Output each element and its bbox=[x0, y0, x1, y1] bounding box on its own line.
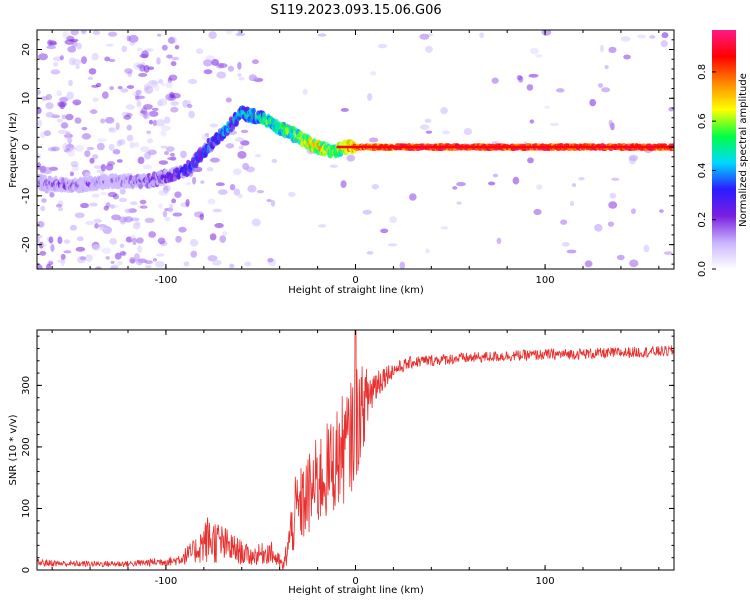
snr-y-label: SNR (10 * v/v) bbox=[8, 414, 19, 485]
figure-title: S119.2023.093.15.06.G06 bbox=[270, 3, 441, 18]
snr-y-tick-label: 0 bbox=[21, 567, 32, 573]
spectrogram-x-ticks: -100 0 100 bbox=[51, 30, 660, 286]
spectrogram-x-label: Height of straight line (km) bbox=[288, 285, 424, 296]
colorbar-tick-label: 0.8 bbox=[697, 64, 708, 80]
spectrogram-y-tick-label: 0 bbox=[21, 144, 32, 150]
spectrogram-y-tick-label: -20 bbox=[21, 236, 32, 252]
colorbar-tick-label: 0.2 bbox=[697, 212, 708, 228]
snr-y-tick-label: 300 bbox=[21, 376, 32, 395]
spectrogram-y-ticks: -20 -10 0 10 20 bbox=[21, 29, 674, 265]
colorbar-gradient bbox=[712, 30, 736, 269]
snr-series-line bbox=[37, 330, 674, 570]
spectrogram-y-tick-label: 10 bbox=[21, 92, 32, 105]
spectrogram-x-tick-label: 0 bbox=[352, 275, 358, 286]
spectrogram-heatmap bbox=[37, 30, 674, 269]
spectrogram-y-tick-label: -10 bbox=[21, 188, 32, 204]
colorbar-ticks: 0.0 0.2 0.4 0.6 0.8 bbox=[697, 64, 716, 277]
snr-y-tick-label: 100 bbox=[21, 499, 32, 518]
snr-x-label: Height of straight line (km) bbox=[288, 585, 424, 596]
colorbar-tick-label: 0.6 bbox=[697, 113, 708, 129]
colorbar-tick-label: 0.0 bbox=[697, 261, 708, 277]
snr-x-tick-label: 100 bbox=[536, 576, 555, 587]
snr-y-ticks: 0 100 200 300 bbox=[21, 335, 674, 573]
snr-x-tick-label: -100 bbox=[155, 576, 178, 587]
snr-x-tick-label: 0 bbox=[352, 576, 358, 587]
snr-x-ticks: -100 0 100 bbox=[51, 330, 660, 587]
colorbar-tick-label: 0.4 bbox=[697, 162, 708, 178]
spectrogram-x-tick-label: -100 bbox=[155, 275, 178, 286]
snr-y-tick-label: 200 bbox=[21, 437, 32, 456]
spectrogram-y-tick-label: 20 bbox=[21, 43, 32, 56]
colorbar: 0.0 0.2 0.4 0.6 0.8 Normalized spectral ampl… bbox=[697, 30, 749, 277]
snr-frame bbox=[36, 329, 675, 571]
colorbar-label: Normalized spectral amplitude bbox=[738, 73, 749, 227]
snr-panel: -100 0 100 0 100 200 300 Height of straight l… bbox=[8, 329, 675, 596]
spectrogram-x-tick-label: 100 bbox=[536, 275, 555, 286]
spectrogram-y-label: Frequency (Hz) bbox=[8, 112, 19, 188]
